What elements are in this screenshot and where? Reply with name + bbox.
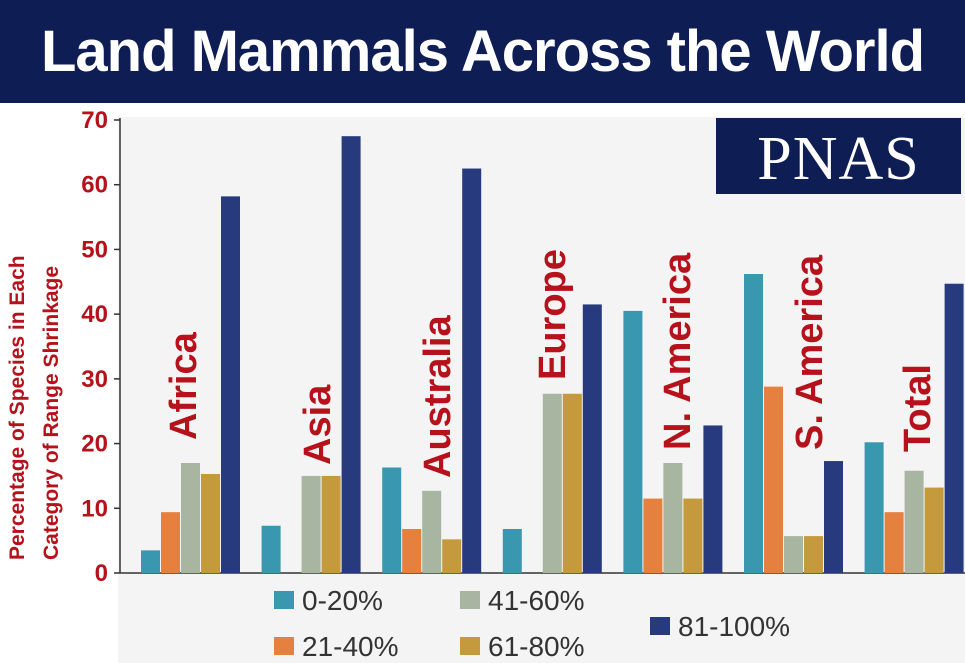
category-label-total: Total xyxy=(897,364,939,452)
title-banner: Land Mammals Across the World xyxy=(0,0,965,103)
bar-81-100%-Asia xyxy=(341,136,361,573)
bar-0-20%-Europe xyxy=(502,528,522,573)
category-label-australia: Australia xyxy=(417,315,459,478)
bar-61-80%-Asia xyxy=(321,475,341,573)
y-tick-label: 60 xyxy=(81,172,108,199)
y-tick-label: 70 xyxy=(81,107,108,134)
legend-label: 41-60% xyxy=(488,585,585,616)
bar-41-60%-S. America xyxy=(784,536,803,573)
bar-21-40%-Total xyxy=(884,512,904,573)
category-label-asia: Asia xyxy=(297,384,339,465)
y-tick-label: 0 xyxy=(95,560,108,587)
bar-61-80%-Australia xyxy=(442,539,462,573)
y-tick-label: 10 xyxy=(81,495,108,522)
bar-0-20%-S. America xyxy=(744,274,763,573)
bar-0-20%-N. America xyxy=(623,310,643,573)
bar-41-60%-Australia xyxy=(422,490,442,573)
category-label-africa: Africa xyxy=(163,331,205,440)
bar-61-80%-Europe xyxy=(562,393,582,573)
bar-61-80%-S. America xyxy=(804,536,823,573)
legend-swatch-41-60% xyxy=(460,591,480,609)
bar-21-40%-S. America xyxy=(764,386,783,573)
bar-81-100%-Africa xyxy=(221,196,240,573)
plot-background xyxy=(118,117,965,663)
legend-swatch-61-80% xyxy=(460,637,480,655)
bar-21-40%-N. America xyxy=(643,498,663,573)
bar-21-40%-Australia xyxy=(402,528,422,573)
legend-swatch-0-20% xyxy=(274,591,294,609)
bar-41-60%-Europe xyxy=(542,393,562,573)
bar-21-40%-Africa xyxy=(161,512,180,573)
legend-label: 61-80% xyxy=(488,631,585,662)
bar-41-60%-N. America xyxy=(663,462,683,573)
legend-label: 81-100% xyxy=(678,611,790,642)
bar-0-20%-Africa xyxy=(141,550,160,573)
category-label-samerica: S. America xyxy=(789,254,831,450)
bar-61-80%-N. America xyxy=(683,498,703,573)
bar-81-100%-Total xyxy=(944,283,964,573)
bar-41-60%-Africa xyxy=(181,462,200,573)
chart-title: Land Mammals Across the World xyxy=(40,19,925,84)
legend-label: 21-40% xyxy=(302,631,399,662)
bar-61-80%-Africa xyxy=(201,473,220,573)
y-tick-label: 50 xyxy=(81,236,108,263)
y-tick-label: 20 xyxy=(81,431,108,458)
bar-81-100%-S. America xyxy=(824,461,843,573)
y-tick-label: 30 xyxy=(81,366,108,393)
legend-swatch-21-40% xyxy=(274,637,294,655)
bar-61-80%-Total xyxy=(924,487,944,573)
category-label-europe: Europe xyxy=(532,249,574,380)
pnas-logo: PNAS xyxy=(716,118,961,194)
category-label-namerica: N. America xyxy=(657,252,699,450)
pnas-logo-text: PNAS xyxy=(757,125,920,193)
bar-0-20%-Total xyxy=(864,442,884,573)
bar-41-60%-Total xyxy=(904,470,924,573)
bar-81-100%-Australia xyxy=(462,168,482,574)
bar-0-20%-Asia xyxy=(261,525,281,573)
y-tick-label: 40 xyxy=(81,301,108,328)
legend-label: 0-20% xyxy=(302,585,383,616)
bar-81-100%-Europe xyxy=(582,304,602,573)
bar-81-100%-N. America xyxy=(703,425,723,573)
legend-swatch-81-100% xyxy=(650,617,670,635)
bar-41-60%-Asia xyxy=(301,475,321,573)
bar-0-20%-Australia xyxy=(382,467,402,573)
